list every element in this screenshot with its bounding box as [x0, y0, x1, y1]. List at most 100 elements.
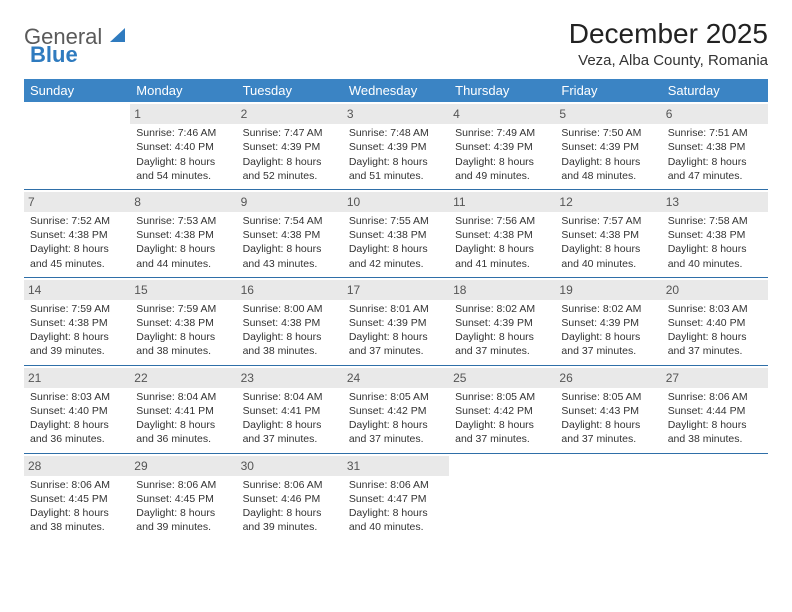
sunset-text: Sunset: 4:38 PM — [349, 228, 443, 242]
sunset-text: Sunset: 4:40 PM — [668, 316, 762, 330]
calendar-cell: 21Sunrise: 8:03 AMSunset: 4:40 PMDayligh… — [24, 366, 130, 453]
daylight-text: Daylight: 8 hours and 42 minutes. — [349, 242, 443, 270]
calendar-cell — [449, 454, 555, 541]
calendar-cell: 28Sunrise: 8:06 AMSunset: 4:45 PMDayligh… — [24, 454, 130, 541]
day-number: 16 — [237, 280, 343, 300]
calendar-body: 1Sunrise: 7:46 AMSunset: 4:40 PMDaylight… — [24, 102, 768, 540]
calendar-cell: 22Sunrise: 8:04 AMSunset: 4:41 PMDayligh… — [130, 366, 236, 453]
sunset-text: Sunset: 4:39 PM — [349, 316, 443, 330]
daylight-text: Daylight: 8 hours and 37 minutes. — [349, 418, 443, 446]
sunset-text: Sunset: 4:40 PM — [136, 140, 230, 154]
day-number: 20 — [662, 280, 768, 300]
sunrise-text: Sunrise: 7:55 AM — [349, 214, 443, 228]
calendar-cell: 6Sunrise: 7:51 AMSunset: 4:38 PMDaylight… — [662, 102, 768, 189]
calendar-week: 7Sunrise: 7:52 AMSunset: 4:38 PMDaylight… — [24, 190, 768, 277]
day-number: 31 — [343, 456, 449, 476]
day-number: 10 — [343, 192, 449, 212]
calendar-cell: 1Sunrise: 7:46 AMSunset: 4:40 PMDaylight… — [130, 102, 236, 189]
calendar-cell — [24, 102, 130, 189]
daylight-text: Daylight: 8 hours and 38 minutes. — [243, 330, 337, 358]
day-number: 30 — [237, 456, 343, 476]
day-number: 13 — [662, 192, 768, 212]
sunrise-text: Sunrise: 8:05 AM — [455, 390, 549, 404]
sunrise-text: Sunrise: 8:05 AM — [349, 390, 443, 404]
sunrise-text: Sunrise: 8:04 AM — [136, 390, 230, 404]
sunset-text: Sunset: 4:38 PM — [455, 228, 549, 242]
calendar-cell: 12Sunrise: 7:57 AMSunset: 4:38 PMDayligh… — [555, 190, 661, 277]
sunrise-text: Sunrise: 8:06 AM — [349, 478, 443, 492]
daylight-text: Daylight: 8 hours and 43 minutes. — [243, 242, 337, 270]
calendar-cell: 13Sunrise: 7:58 AMSunset: 4:38 PMDayligh… — [662, 190, 768, 277]
sunset-text: Sunset: 4:38 PM — [561, 228, 655, 242]
sunset-text: Sunset: 4:39 PM — [243, 140, 337, 154]
day-number: 6 — [662, 104, 768, 124]
sunrise-text: Sunrise: 7:48 AM — [349, 126, 443, 140]
sunrise-text: Sunrise: 8:02 AM — [455, 302, 549, 316]
daylight-text: Daylight: 8 hours and 37 minutes. — [243, 418, 337, 446]
calendar-cell: 16 Sunrise: 8:00 AMSunset: 4:38 PMDayligh… — [237, 278, 343, 365]
daylight-text: Daylight: 8 hours and 39 minutes. — [30, 330, 124, 358]
sunrise-text: Sunrise: 8:06 AM — [243, 478, 337, 492]
sunrise-text: Sunrise: 8:03 AM — [30, 390, 124, 404]
daylight-text: Daylight: 8 hours and 40 minutes. — [349, 506, 443, 534]
sunrise-text: Sunrise: 8:00 AM — [243, 302, 337, 316]
daylight-text: Daylight: 8 hours and 49 minutes. — [455, 155, 549, 183]
sunset-text: Sunset: 4:46 PM — [243, 492, 337, 506]
sunset-text: Sunset: 4:38 PM — [243, 228, 337, 242]
calendar-cell — [555, 454, 661, 541]
calendar-cell: 19Sunrise: 8:02 AMSunset: 4:39 PMDayligh… — [555, 278, 661, 365]
calendar-cell: 11Sunrise: 7:56 AMSunset: 4:38 PMDayligh… — [449, 190, 555, 277]
sunset-text: Sunset: 4:38 PM — [668, 140, 762, 154]
calendar-cell: 30 Sunrise: 8:06 AMSunset: 4:46 PMDayligh… — [237, 454, 343, 541]
daylight-text: Daylight: 8 hours and 52 minutes. — [243, 155, 337, 183]
calendar-cell: 23Sunrise: 8:04 AMSunset: 4:41 PMDayligh… — [237, 366, 343, 453]
calendar-week: 28Sunrise: 8:06 AMSunset: 4:45 PMDayligh… — [24, 454, 768, 541]
sunset-text: Sunset: 4:39 PM — [349, 140, 443, 154]
day-header: Saturday — [662, 79, 768, 102]
sunrise-text: Sunrise: 8:06 AM — [668, 390, 762, 404]
header: General December 2025 Veza, Alba County,… — [24, 18, 768, 69]
sunrise-text: Sunrise: 7:47 AM — [243, 126, 337, 140]
sunset-text: Sunset: 4:45 PM — [30, 492, 124, 506]
calendar-cell: 24Sunrise: 8:05 AMSunset: 4:42 PMDayligh… — [343, 366, 449, 453]
sunrise-text: Sunrise: 8:06 AM — [30, 478, 124, 492]
calendar-cell: 9Sunrise: 7:54 AMSunset: 4:38 PMDaylight… — [237, 190, 343, 277]
sunset-text: Sunset: 4:38 PM — [136, 228, 230, 242]
brand-text-2-wrap: Blue — [30, 42, 78, 68]
sunset-text: Sunset: 4:39 PM — [455, 316, 549, 330]
sunrise-text: Sunrise: 7:52 AM — [30, 214, 124, 228]
sunset-text: Sunset: 4:38 PM — [30, 316, 124, 330]
month-title: December 2025 — [569, 18, 768, 50]
sunset-text: Sunset: 4:43 PM — [561, 404, 655, 418]
daylight-text: Daylight: 8 hours and 37 minutes. — [561, 418, 655, 446]
day-number: 1 — [130, 104, 236, 124]
day-number: 8 — [130, 192, 236, 212]
sunset-text: Sunset: 4:42 PM — [349, 404, 443, 418]
daylight-text: Daylight: 8 hours and 40 minutes. — [561, 242, 655, 270]
day-header: Tuesday — [237, 79, 343, 102]
sunrise-text: Sunrise: 7:53 AM — [136, 214, 230, 228]
calendar-cell: 7Sunrise: 7:52 AMSunset: 4:38 PMDaylight… — [24, 190, 130, 277]
daylight-text: Daylight: 8 hours and 45 minutes. — [30, 242, 124, 270]
day-number: 22 — [130, 368, 236, 388]
sunset-text: Sunset: 4:38 PM — [30, 228, 124, 242]
sunset-text: Sunset: 4:40 PM — [30, 404, 124, 418]
sail-icon — [108, 25, 128, 50]
sunset-text: Sunset: 4:38 PM — [243, 316, 337, 330]
sunset-text: Sunset: 4:41 PM — [136, 404, 230, 418]
sunset-text: Sunset: 4:45 PM — [136, 492, 230, 506]
day-header: Monday — [130, 79, 236, 102]
sunrise-text: Sunrise: 7:49 AM — [455, 126, 549, 140]
daylight-text: Daylight: 8 hours and 39 minutes. — [243, 506, 337, 534]
calendar-cell: 27Sunrise: 8:06 AMSunset: 4:44 PMDayligh… — [662, 366, 768, 453]
sunset-text: Sunset: 4:39 PM — [561, 140, 655, 154]
calendar-cell — [662, 454, 768, 541]
sunrise-text: Sunrise: 8:04 AM — [243, 390, 337, 404]
day-number: 25 — [449, 368, 555, 388]
day-number: 14 — [24, 280, 130, 300]
sunrise-text: Sunrise: 7:59 AM — [30, 302, 124, 316]
sunset-text: Sunset: 4:42 PM — [455, 404, 549, 418]
daylight-text: Daylight: 8 hours and 37 minutes. — [349, 330, 443, 358]
calendar-cell: 8Sunrise: 7:53 AMSunset: 4:38 PMDaylight… — [130, 190, 236, 277]
sunset-text: Sunset: 4:39 PM — [561, 316, 655, 330]
